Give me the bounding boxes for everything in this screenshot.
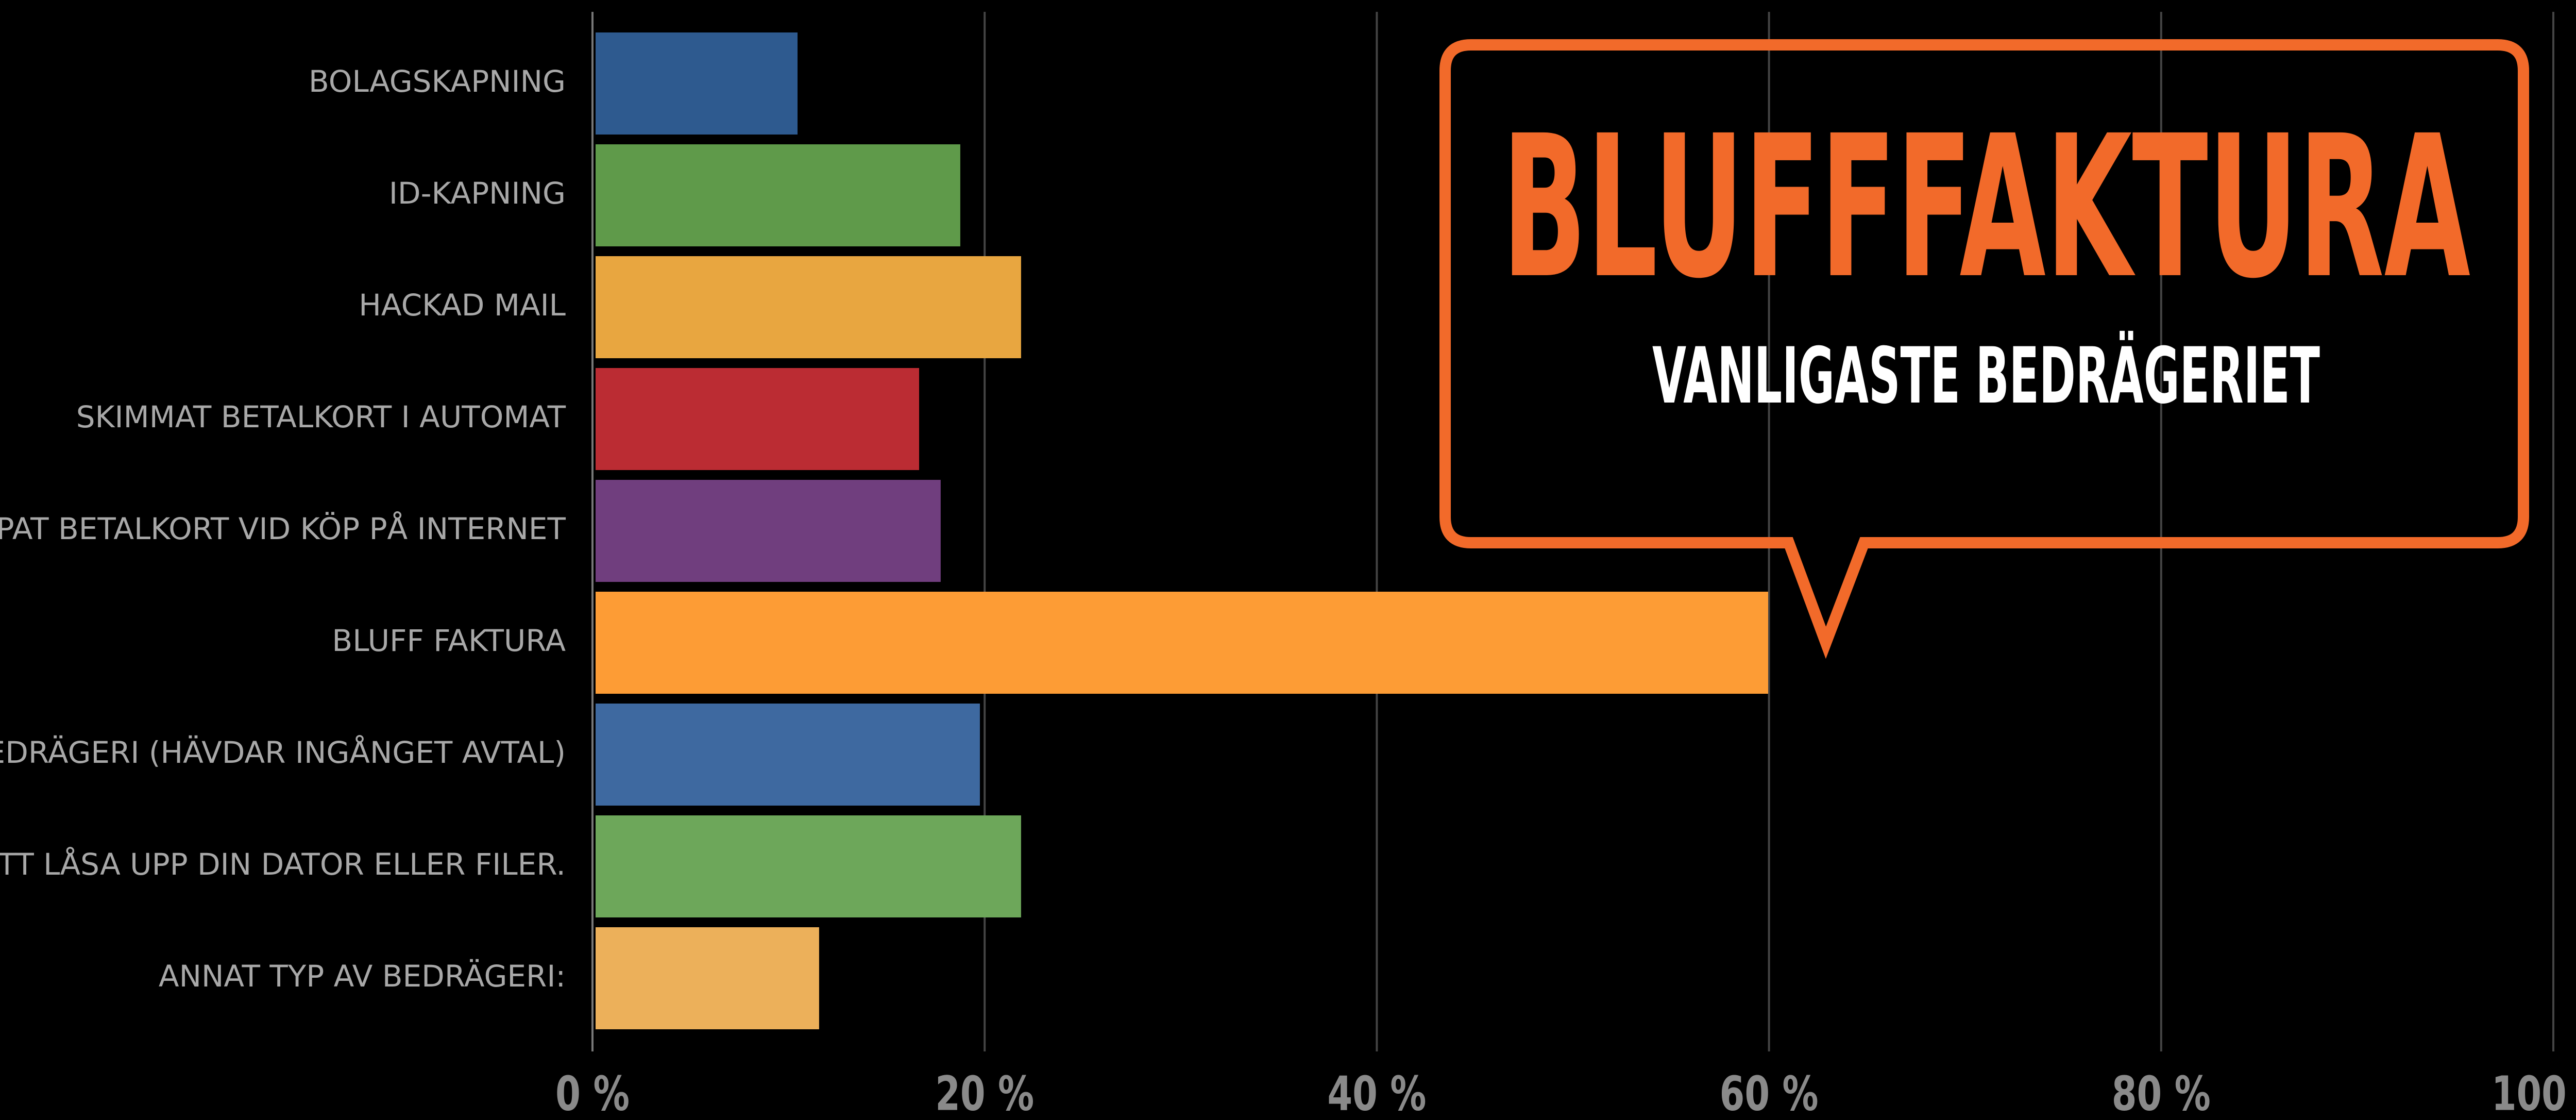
callout-box: [1439, 39, 2529, 659]
grid: 0 % 20 % 40 % 60 % 80 % 100 %: [555, 12, 2576, 1120]
callout-title: BLUFFFAKTURA: [1502, 93, 2471, 322]
bar: [596, 592, 1768, 694]
y-tick-label: ATT LÅSA UPP DIN DATOR ELLER FILER.: [0, 846, 566, 882]
x-tick-label: 80 %: [2112, 1066, 2211, 1120]
y-tick-label: HACKAD MAIL: [359, 288, 566, 323]
y-tick-label: BEDRÄGERI (HÄVDAR INGÅNGET AVTAL): [0, 734, 566, 770]
bar: [596, 927, 819, 1029]
x-tick-label: 60 %: [1720, 1066, 1819, 1120]
bars: BOLAGSKAPNING ID-KAPNING HACKAD MAIL SKIMMA…: [0, 32, 1768, 1029]
y-tick-label: APAT BETALKORT VID KÖP PÅ INTERNET: [0, 511, 566, 546]
y-tick-label: ID-KAPNING: [389, 176, 566, 211]
bar: [596, 256, 1021, 358]
bar: [596, 815, 1021, 917]
x-tick-label: 0 %: [555, 1066, 630, 1120]
y-tick-label: BLUFF FAKTURA: [332, 623, 566, 658]
bar: [596, 704, 980, 806]
callout: BLUFFFAKTURA VANLIGASTE BEDRÄGERIET: [1439, 39, 2529, 659]
bar: [596, 32, 798, 135]
bar: [596, 368, 919, 470]
callout-subtitle: VANLIGASTE BEDRÄGERIET: [1652, 330, 2320, 421]
bar: [596, 480, 941, 582]
y-tick-label: ANNAT TYP AV BEDRÄGERI:: [159, 959, 566, 994]
bar: [596, 144, 960, 246]
x-tick-label: 100 %: [2492, 1066, 2576, 1120]
y-tick-label: BOLAGSKAPNING: [309, 64, 566, 99]
x-tick-label: 20 %: [935, 1066, 1034, 1120]
x-tick-label: 40 %: [1327, 1066, 1426, 1120]
y-tick-label: SKIMMAT BETALKORT I AUTOMAT: [76, 399, 566, 434]
